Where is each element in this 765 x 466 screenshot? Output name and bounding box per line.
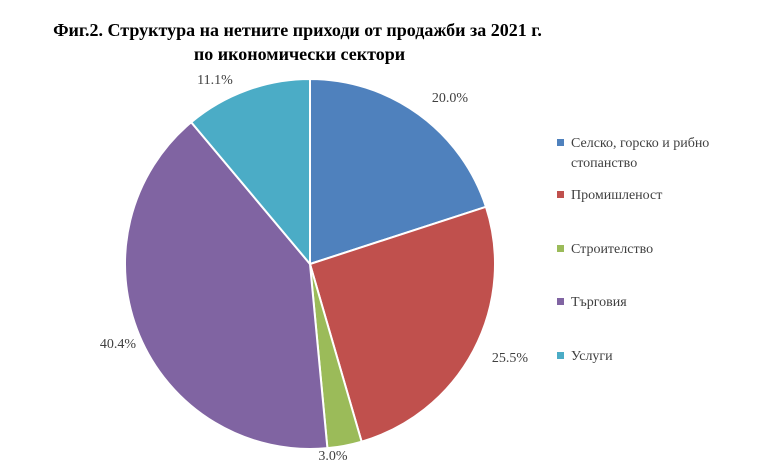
pie-slices <box>124 77 496 450</box>
data-label-2: 25.5% <box>492 351 529 366</box>
legend-label: Строителство <box>571 242 654 257</box>
legend-swatch <box>557 191 564 198</box>
data-label-3: 3.0% <box>318 449 348 464</box>
legend-item-3: Строителство <box>557 240 757 260</box>
legend-swatch <box>557 245 564 252</box>
pie-slice-4 <box>124 120 329 450</box>
legend-item-5: Услуги <box>557 347 757 367</box>
legend-swatch <box>557 298 564 305</box>
legend-label: Търговия <box>571 295 627 310</box>
pie-slice-2 <box>308 205 496 443</box>
chart-title-line-2: по икономически сектори <box>193 44 406 64</box>
chart-title-line-1: Фиг.2. Структура на нетните приходи от п… <box>53 20 542 40</box>
pie-slice-1 <box>309 77 488 266</box>
data-label-1: 20.0% <box>432 91 469 106</box>
pie-data-labels: 20.0% 25.5% 3.0% 40.4% 11.1% <box>100 73 529 464</box>
legend-label: Промишленост <box>571 188 663 203</box>
legend-item-2: Промишленост <box>557 186 757 206</box>
chart-title: Фиг.2. Структура на нетните приходи от п… <box>0 18 765 66</box>
legend-label: Услуги <box>571 349 613 364</box>
legend-item-4: Търговия <box>557 293 757 313</box>
legend-swatch <box>557 139 564 146</box>
pie-slice-5 <box>189 77 311 267</box>
legend-swatch <box>557 352 564 359</box>
legend-item-1: Селско, горско и рибно стопанство <box>557 134 757 174</box>
legend-label: Селско, горско и рибно стопанство <box>571 136 710 171</box>
data-label-4: 40.4% <box>100 337 137 352</box>
data-label-5: 11.1% <box>197 73 233 88</box>
